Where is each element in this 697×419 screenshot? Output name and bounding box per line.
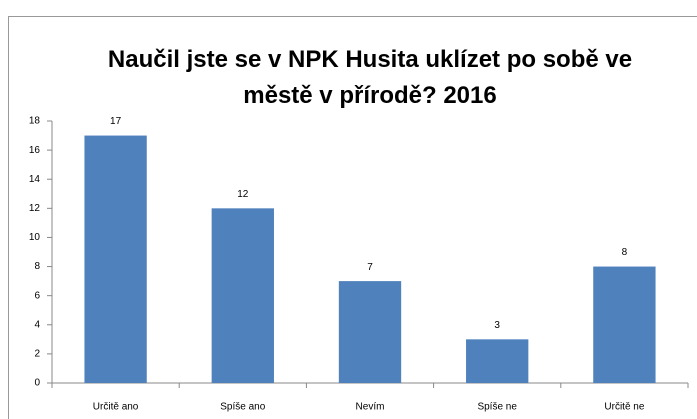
y-tick-label: 12 — [29, 203, 41, 214]
y-tick-label: 10 — [29, 232, 41, 243]
x-tick-label: Určitě ano — [93, 402, 139, 413]
data-label: 7 — [367, 262, 373, 273]
y-tick-label: 2 — [34, 349, 40, 360]
y-tick-label: 16 — [29, 145, 41, 156]
y-tick-label: 8 — [34, 261, 40, 272]
data-label: 12 — [237, 189, 249, 200]
data-label: 8 — [622, 247, 628, 258]
bar — [84, 135, 147, 383]
chart-border — [8, 16, 697, 419]
y-tick-label: 6 — [34, 290, 40, 301]
bar — [593, 266, 656, 383]
y-tick-label: 18 — [29, 116, 41, 127]
y-tick-label: 14 — [29, 174, 41, 185]
y-tick-label: 0 — [34, 378, 40, 389]
data-label: 3 — [494, 320, 500, 331]
bar — [338, 281, 402, 383]
bar — [211, 208, 274, 383]
data-label: 17 — [110, 116, 122, 127]
y-tick-label: 4 — [34, 319, 40, 330]
x-tick-label: Určitě ne — [604, 402, 644, 413]
x-tick-label: Nevím — [356, 402, 385, 413]
x-tick-label: Spíše ano — [220, 402, 265, 413]
bar — [466, 339, 529, 383]
chart-title: Naučil jste se v NPK Husita uklízet po s… — [107, 46, 633, 109]
x-tick-label: Spíše ne — [477, 402, 517, 413]
